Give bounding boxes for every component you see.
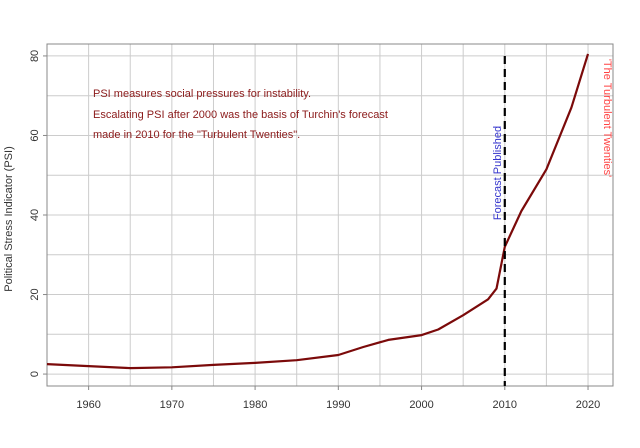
x-tick-label: 1960 xyxy=(76,399,100,411)
x-tick-label: 1970 xyxy=(160,399,184,411)
x-tick-label: 2000 xyxy=(409,399,433,411)
annotation-line-2: Escalating PSI after 2000 was the basis … xyxy=(93,109,388,121)
y-tick-label: 20 xyxy=(29,288,41,300)
y-tick-label: 0 xyxy=(29,371,41,377)
x-tick-label: 1990 xyxy=(326,399,350,411)
psi-series-line xyxy=(46,53,590,370)
annotation-line-1: PSI measures social pressures for instab… xyxy=(93,88,311,100)
y-tick-label: 40 xyxy=(29,209,41,221)
y-tick-label: 60 xyxy=(29,129,41,141)
x-axis-ticks: 1960 1970 1980 1990 2000 2010 2020 xyxy=(76,386,600,411)
y-axis-ticks: 0 20 40 60 80 xyxy=(29,50,47,377)
grid-horizontal-lines xyxy=(47,55,613,375)
x-tick-label: 2010 xyxy=(493,399,517,411)
y-axis-title: Political Stress Indicator (PSI) xyxy=(3,146,15,292)
turbulent-twenties-label: 'The Turbulent Twenties' xyxy=(601,59,613,177)
x-tick-label: 2020 xyxy=(576,399,600,411)
annotation-line-3: made in 2010 for the "Turbulent Twenties… xyxy=(93,129,300,141)
forecast-published-label: Forecast Published xyxy=(492,126,504,220)
x-tick-label: 1980 xyxy=(243,399,267,411)
y-tick-label: 80 xyxy=(29,50,41,62)
